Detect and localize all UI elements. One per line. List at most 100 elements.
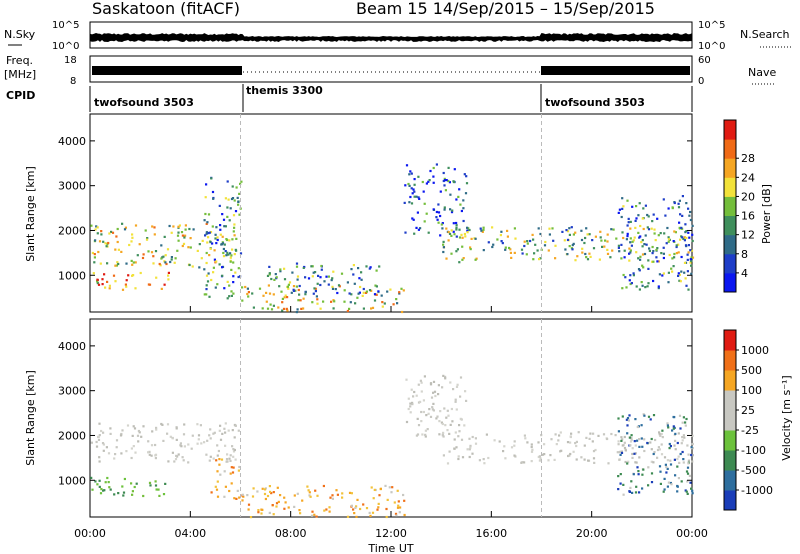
scatter-cell-0-1	[167, 278, 170, 281]
scatter-cell-0-5	[412, 188, 415, 191]
scatter-cell-1-4	[436, 415, 439, 418]
scatter-cell-1-5	[482, 458, 485, 461]
scatter-cell-1-6	[677, 477, 680, 480]
scatter-cell-1-4	[411, 401, 414, 404]
scatter-cell-1-1	[107, 481, 110, 484]
colorbar-segment	[724, 450, 736, 471]
scatter-cell-0-2	[239, 182, 242, 185]
scatter-cell-1-3	[257, 509, 260, 512]
scatter-cell-1-0	[95, 440, 98, 444]
scatter-cell-0-2	[237, 267, 240, 270]
scatter-cell-0-3	[348, 307, 351, 310]
scatter-cell-0-2	[230, 290, 233, 293]
scatter-cell-1-5	[537, 441, 540, 444]
scatter-cell-1-4	[422, 399, 425, 402]
scatter-cell-1-6	[688, 474, 691, 477]
scatter-cell-1-0	[200, 442, 203, 445]
scatter-cell-1-6	[626, 424, 629, 427]
scatter-cell-1-0	[107, 452, 111, 455]
scatter-cell-1-3	[353, 512, 356, 515]
scatter-cell-1-1	[148, 481, 152, 484]
scatter-cell-0-7	[687, 207, 690, 210]
scatter-cell-0-6	[566, 253, 569, 256]
scatter-cell-0-6	[585, 227, 588, 230]
scatter-cell-0-7	[626, 232, 629, 235]
colorbar-segment	[724, 139, 736, 159]
scatter-cell-1-4	[465, 399, 468, 402]
scatter-cell-0-0	[191, 265, 194, 268]
scatter-cell-0-0	[223, 243, 226, 246]
scatter-cell-1-1	[103, 489, 106, 492]
scatter-cell-1-2	[229, 459, 232, 462]
freq-tick-low: 8	[70, 76, 76, 87]
scatter-cell-0-7	[677, 202, 680, 205]
scatter-cell-1-6	[689, 481, 692, 484]
scatter-cell-1-5	[663, 456, 667, 459]
scatter-cell-1-4	[446, 429, 449, 432]
scatter-cell-0-2	[212, 197, 215, 200]
scatter-cell-1-5	[623, 435, 626, 439]
scatter-cell-0-5	[449, 208, 452, 211]
scatter-cell-1-4	[426, 428, 429, 431]
scatter-cell-0-7	[686, 270, 689, 273]
scatter-cell-1-3	[396, 489, 399, 492]
scatter-cell-1-0	[179, 442, 182, 445]
scatter-cell-1-0	[226, 453, 229, 456]
scatter-cell-1-6	[666, 485, 669, 488]
scatter-cell-0-6	[520, 248, 524, 251]
scatter-cell-0-5	[455, 221, 458, 225]
scatter-cell-0-0	[154, 250, 158, 253]
scatter-cell-1-3	[311, 510, 314, 513]
scatter-cell-1-2	[223, 495, 226, 498]
scatter-cell-1-0	[136, 434, 140, 437]
scatter-cell-0-6	[591, 239, 594, 242]
scatter-cell-0-0	[177, 231, 180, 234]
scatter-cell-1-4	[463, 424, 466, 427]
scatter-cell-0-3	[349, 301, 352, 304]
scatter-cell-1-5	[538, 455, 541, 458]
scatter-cell-0-7	[680, 226, 683, 229]
scatter-cell-0-2	[238, 192, 241, 195]
cpid-segment-1: twofsound 3503	[94, 96, 194, 109]
scatter-cell-0-0	[198, 243, 201, 246]
scatter-cell-1-1	[142, 494, 145, 498]
scatter-cell-1-6	[617, 443, 620, 446]
scatter-cell-1-5	[691, 460, 694, 463]
scatter-cell-1-5	[569, 452, 572, 456]
scatter-cell-1-5	[623, 446, 627, 450]
scatter-cell-1-5	[691, 454, 694, 457]
scatter-cell-0-6	[513, 251, 516, 254]
scatter-cell-0-3	[383, 302, 386, 305]
scatter-cell-1-0	[175, 427, 178, 430]
scatter-cell-1-0	[105, 446, 108, 449]
scatter-cell-0-0	[160, 257, 163, 260]
scatter-cell-0-7	[672, 265, 675, 268]
scatter-cell-0-6	[651, 252, 654, 255]
scatter-cell-0-2	[203, 219, 206, 222]
scatter-cell-1-3	[307, 489, 310, 492]
scatter-cell-1-4	[458, 424, 461, 427]
scatter-cell-1-3	[270, 492, 273, 495]
scatter-cell-0-7	[635, 217, 638, 220]
scatter-cell-0-0	[233, 223, 236, 226]
scatter-cell-1-0	[229, 454, 232, 457]
scatter-cell-1-3	[362, 503, 365, 506]
scatter-cell-1-0	[226, 460, 229, 463]
scatter-cell-0-4	[314, 271, 317, 274]
scatter-cell-0-3	[370, 289, 373, 292]
scatter-cell-0-6	[531, 233, 534, 236]
scatter-cell-1-4	[437, 384, 440, 387]
scatter-cell-1-5	[523, 461, 526, 464]
scatter-cell-0-3	[244, 285, 247, 289]
scatter-cell-0-6	[474, 258, 477, 261]
scatter-cell-1-1	[157, 488, 160, 491]
scatter-cell-0-2	[204, 234, 207, 237]
scatter-cell-1-5	[442, 431, 445, 434]
scatter-cell-1-6	[665, 471, 668, 474]
scatter-cell-1-5	[559, 431, 562, 434]
scatter-cell-0-0	[134, 224, 138, 227]
scatter-cell-1-6	[635, 485, 638, 488]
colorbar-segment	[724, 120, 736, 140]
scatter-cell-0-2	[212, 266, 215, 269]
